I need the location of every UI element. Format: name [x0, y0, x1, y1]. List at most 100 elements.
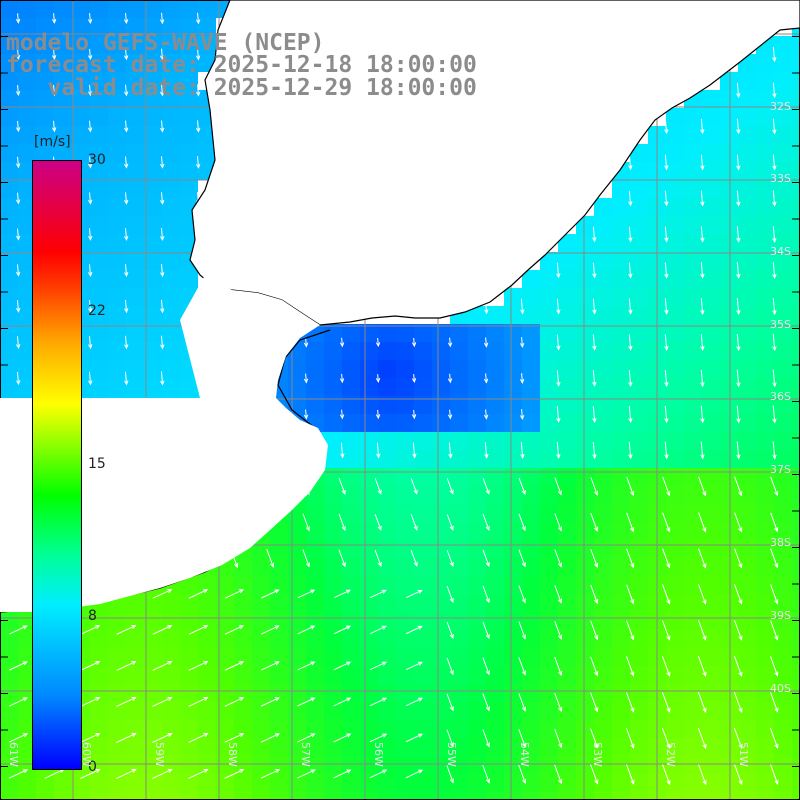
- wind-speed-cell: [144, 378, 162, 396]
- wind-speed-cell: [486, 486, 504, 504]
- wind-speed-cell: [612, 540, 630, 558]
- wind-speed-cell: [198, 666, 216, 684]
- wind-speed-cell: [504, 720, 522, 738]
- wind-arrow: [87, 48, 93, 61]
- wind-speed-cell: [720, 540, 738, 558]
- wind-arrow: [446, 585, 454, 604]
- longitude-label: 51W: [737, 742, 750, 767]
- wind-speed-cell: [522, 648, 540, 666]
- wind-speed-cell: [378, 666, 396, 684]
- wind-speed-cell: [612, 738, 630, 756]
- wind-arrow: [446, 621, 454, 640]
- wind-speed-cell: [522, 342, 540, 360]
- wind-arrow: [700, 190, 705, 207]
- wind-arrow: [406, 625, 423, 635]
- wind-arrow: [554, 549, 563, 568]
- wind-speed-cell: [522, 432, 540, 450]
- wind-arrow: [369, 661, 387, 671]
- colorbar-tick-15: 15: [88, 456, 106, 472]
- wind-speed-cell: [576, 252, 594, 270]
- wind-speed-cell: [342, 774, 360, 792]
- wind-speed-cell: [108, 18, 126, 36]
- wind-speed-cell: [720, 774, 738, 792]
- wind-speed-cell: [306, 738, 324, 756]
- wind-speed-cell: [162, 378, 180, 396]
- wind-arrow: [411, 374, 417, 384]
- wind-speed-cell: [774, 756, 792, 774]
- wind-speed-cell: [486, 324, 504, 342]
- wind-speed-cell: [342, 378, 360, 396]
- wind-speed-cell: [702, 630, 720, 648]
- wind-arrow: [340, 442, 345, 459]
- wind-arrow: [152, 625, 173, 635]
- wind-arrow: [664, 441, 669, 460]
- wind-speed-cell: [126, 648, 144, 666]
- wind-speed-cell: [666, 288, 684, 306]
- wind-speed-cell: [522, 792, 540, 800]
- wind-speed-cell: [432, 450, 450, 468]
- wind-speed-cell: [630, 540, 648, 558]
- wind-arrow: [770, 620, 779, 641]
- wind-speed-cell: [756, 342, 774, 360]
- longitude-label: 58W: [226, 742, 239, 767]
- wind-arrow: [124, 335, 129, 350]
- wind-arrow: [80, 625, 101, 635]
- wind-speed-cell: [576, 342, 594, 360]
- wind-speed-cell: [36, 126, 54, 144]
- wind-arrow: [302, 513, 310, 532]
- wind-speed-cell: [162, 360, 180, 378]
- wind-speed-cell: [324, 414, 342, 432]
- wind-arrow: [160, 156, 165, 169]
- wind-speed-cell: [306, 648, 324, 666]
- wind-speed-cell: [720, 216, 738, 234]
- wind-speed-cell: [288, 792, 306, 800]
- wind-speed-cell: [630, 648, 648, 666]
- wind-speed-cell: [792, 342, 800, 360]
- wind-speed-cell: [666, 486, 684, 504]
- wind-arrow: [196, 120, 201, 133]
- wind-arrow: [772, 118, 777, 135]
- wind-speed-cell: [576, 558, 594, 576]
- wind-speed-cell: [702, 756, 720, 774]
- wind-arrow: [88, 264, 93, 277]
- wind-arrow: [410, 478, 418, 495]
- wind-speed-cell: [774, 702, 792, 720]
- wind-arrow: [124, 192, 129, 205]
- wind-arrow: [159, 12, 165, 25]
- wind-speed-cell: [360, 630, 378, 648]
- wind-speed-cell: [522, 666, 540, 684]
- wind-speed-cell: [90, 108, 108, 126]
- wind-speed-cell: [18, 324, 36, 342]
- wind-speed-cell: [792, 468, 800, 486]
- wind-speed-cell: [360, 774, 378, 792]
- wind-speed-cell: [432, 378, 450, 396]
- wind-speed-cell: [756, 774, 774, 792]
- wind-arrow: [410, 549, 418, 567]
- wind-speed-cell: [414, 486, 432, 504]
- wind-speed-cell: [360, 666, 378, 684]
- wind-speed-cell: [774, 414, 792, 432]
- wind-speed-cell: [126, 162, 144, 180]
- wind-speed-cell: [738, 630, 756, 648]
- wind-speed-cell: [630, 576, 648, 594]
- wind-speed-cell: [180, 612, 198, 630]
- wind-arrow: [519, 409, 525, 421]
- wind-speed-cell: [468, 360, 486, 378]
- wind-speed-cell: [702, 198, 720, 216]
- wind-arrow: [15, 120, 21, 133]
- wind-arrow: [698, 584, 707, 605]
- wind-speed-cell: [180, 720, 198, 738]
- wind-speed-cell: [792, 198, 800, 216]
- wind-speed-cell: [396, 648, 414, 666]
- wind-speed-cell: [342, 324, 360, 342]
- wind-speed-cell: [450, 576, 468, 594]
- wind-speed-cell: [216, 756, 234, 774]
- wind-speed-cell: [702, 432, 720, 450]
- wind-speed-cell: [558, 594, 576, 612]
- wind-speed-cell: [774, 270, 792, 288]
- wind-arrow: [159, 48, 165, 61]
- wind-speed-cell: [414, 666, 432, 684]
- wind-speed-cell: [792, 396, 800, 414]
- wind-speed-cell: [144, 648, 162, 666]
- wind-arrow: [152, 696, 173, 707]
